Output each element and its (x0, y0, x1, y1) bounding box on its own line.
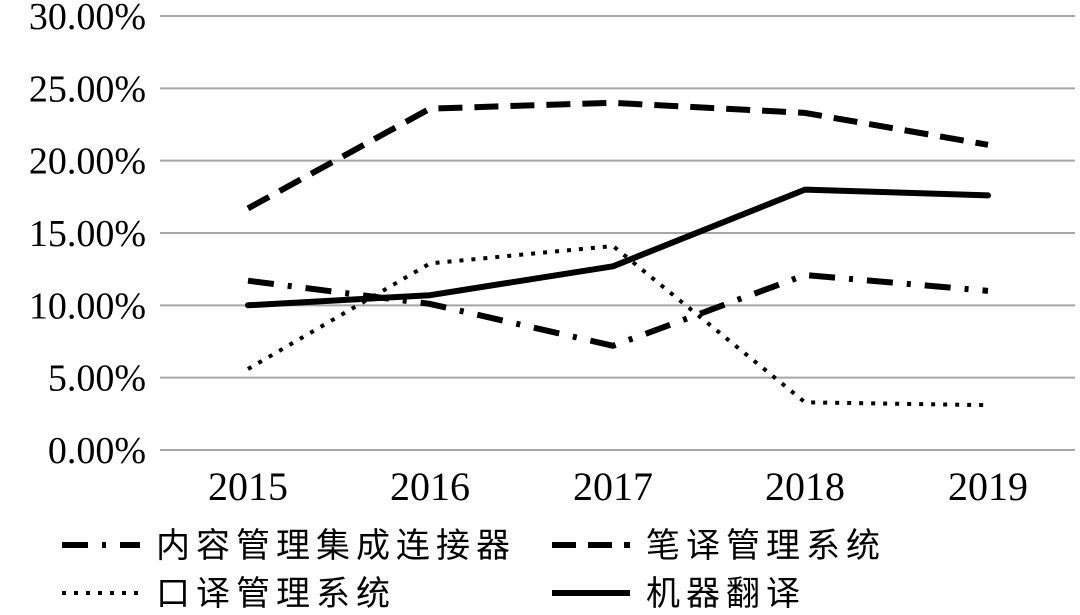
legend-label: 机器翻译 (646, 574, 806, 614)
x-axis-ticks: 2015 2016 2017 2018 2019 (208, 464, 1028, 509)
series-line (247, 272, 989, 349)
legend-label: 内容管理集成连接器 (156, 526, 516, 566)
y-axis-ticks: 0.00% 5.00% 10.00% 15.00% 20.00% 25.00% 30.00% (29, 0, 146, 472)
x-tick-label: 2015 (208, 464, 288, 509)
x-tick-label: 2016 (390, 464, 470, 509)
y-tick-label: 0.00% (48, 430, 146, 472)
gridlines (160, 15, 1075, 451)
series-lines (245, 99, 991, 408)
series-line (246, 244, 989, 408)
y-tick-label: 30.00% (29, 0, 146, 38)
x-tick-label: 2017 (573, 464, 653, 509)
y-tick-label: 20.00% (29, 141, 146, 183)
y-tick-label: 15.00% (29, 213, 146, 255)
legend-label: 口译管理系统 (156, 574, 396, 614)
y-tick-label: 25.00% (29, 68, 146, 110)
y-tick-label: 10.00% (29, 285, 146, 327)
x-tick-label: 2018 (765, 464, 845, 509)
y-tick-label: 5.00% (48, 358, 146, 400)
x-tick-label: 2019 (948, 464, 1028, 509)
series-line (245, 186, 991, 309)
legend-label: 笔译管理系统 (646, 526, 886, 566)
